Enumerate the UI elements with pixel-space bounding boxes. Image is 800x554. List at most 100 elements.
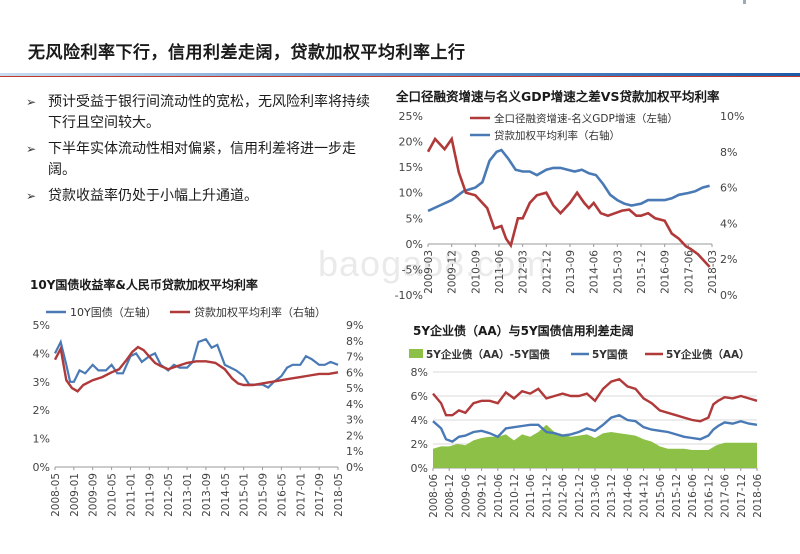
x-tick-label: 2010-12 — [509, 474, 521, 518]
y-right-tick-label: 5% — [346, 382, 363, 395]
corner-mark — [743, 0, 746, 4]
x-tick-label: 2012-03 — [518, 250, 530, 294]
y-left-tick-label: 2% — [411, 438, 428, 451]
x-tick-label: 2016-06 — [687, 474, 699, 518]
x-tick-label: 2009-03 — [423, 250, 435, 294]
series-5y-corporate-line — [432, 377, 758, 423]
x-tick-label: 2014-05 — [220, 473, 232, 517]
x-tick-label: 2015-09 — [258, 473, 270, 517]
x-tick-label: 2012-06 — [558, 474, 570, 518]
x-tick-label: 2009-01 — [69, 473, 81, 517]
x-tick-label: 2013-06 — [590, 474, 602, 518]
x-tick-label: 2011-01 — [125, 473, 137, 517]
bullet-item: ➢ 预计受益于银行间流动性的宽松，无风险利率将持续下行且空间较大。 — [26, 94, 370, 131]
arrow-bullet-icon: ➢ — [26, 95, 37, 109]
chart-yield10y: 10Y国债收益率&人民币贷款加权平均利率 5% 4% 3% 2% 1% 0% 9% 8% 7% 6%… — [30, 277, 363, 517]
y-left-tick-label: 5% — [406, 212, 423, 225]
x-tick-label: 2015-06 — [655, 474, 667, 518]
y-left-tick-label: -10% — [395, 289, 423, 302]
x-tick-label: 2017-06 — [720, 474, 732, 518]
y-left-tick-label: -5% — [402, 263, 423, 276]
chart-title: 5Y企业债（AA）与5Y国债信用利差走阔 — [413, 323, 634, 338]
x-tick-label: 2010-09 — [470, 250, 482, 294]
title-rule — [0, 73, 800, 77]
bullet-item: ➢ 下半年实体流动性相对偏紧，信用利差将进一步走阔。 — [26, 141, 356, 178]
y-right-tick-label: 4% — [346, 398, 363, 411]
x-tick-label: 2016-09 — [660, 250, 672, 294]
y-right-tick-label: 3% — [346, 414, 363, 427]
x-tick-label: 2015-03 — [612, 250, 624, 294]
y-right-tick-label: 10% — [720, 110, 744, 123]
series-10y-yield-line — [54, 337, 339, 389]
y-left-tick-label: 5% — [33, 319, 50, 332]
y-left-tick-label: 1% — [33, 433, 50, 446]
x-tick-label: 2010-05 — [107, 473, 119, 517]
x-tick-label: 2008-12 — [444, 474, 456, 518]
x-tick-label: 2012-12 — [541, 250, 553, 294]
x-tick-label: 2017-09 — [314, 473, 326, 517]
x-tick-label: 2008-05 — [50, 473, 62, 517]
x-tick-label: 2012-05 — [163, 473, 175, 517]
series-loan-rate-line — [427, 148, 710, 213]
legend-label: 贷款加权平均利率（右轴） — [194, 305, 326, 319]
x-tick-label: 2017-12 — [736, 474, 748, 518]
x-tick-label: 2011-06 — [494, 250, 506, 294]
y-right-tick-label: 0% — [720, 289, 737, 302]
y-right-tick-label: 8% — [720, 146, 737, 159]
x-tick-label: 2009-12 — [477, 474, 489, 518]
x-tick-label: 2009-12 — [447, 250, 459, 294]
y-left-tick-label: 0% — [406, 238, 423, 251]
y-left-tick-label: 15% — [399, 161, 423, 174]
x-tick-label: 2013-12 — [606, 474, 618, 518]
y-right-tick-label: 2% — [346, 429, 363, 442]
y-left-tick-label: 8% — [411, 366, 428, 379]
chart-tsf: 全口径融资增速与名义GDP增速之差VS贷款加权平均利率 25% 20% 15% 10% 5… — [395, 89, 745, 302]
y-right-tick-label: 6% — [346, 366, 363, 379]
y-right-tick-label: 9% — [346, 319, 363, 332]
x-tick-label: 2015-12 — [636, 250, 648, 294]
series-5y-treasury-line — [432, 413, 758, 443]
x-tick-label: 2011-06 — [525, 474, 537, 518]
series-tsf-gap-line — [426, 135, 711, 268]
y-right-tick-label: 4% — [720, 217, 737, 230]
x-tick-label: 2012-12 — [574, 474, 586, 518]
chart-credit5y: 5Y企业债（AA）与5Y国债信用利差走阔 8% 6% 4% 2% 0%2008-06 200… — [409, 323, 764, 518]
x-tick-label: 2014-12 — [639, 474, 651, 518]
y-right-tick-label: 7% — [346, 351, 363, 364]
y-right-tick-label: 8% — [346, 335, 363, 348]
y-right-tick-label: 2% — [720, 253, 737, 266]
legend-label: 5Y企业债（AA）-5Y国债 — [426, 348, 550, 361]
chart-title: 全口径融资增速与名义GDP增速之差VS贷款加权平均利率 — [395, 89, 720, 104]
legend-label: 5Y国债 — [592, 348, 628, 361]
x-tick-label: 2017-06 — [683, 250, 695, 294]
legend-swatch — [409, 349, 423, 358]
y-left-tick-label: 4% — [411, 414, 428, 427]
series-spread-area — [433, 424, 757, 468]
y-left-tick-label: 2% — [33, 404, 50, 417]
chart-title: 10Y国债收益率&人民币贷款加权平均利率 — [30, 277, 258, 292]
y-left-tick-label: 0% — [411, 462, 428, 475]
legend-label: 贷款加权平均利率（右轴） — [494, 129, 620, 142]
watermark: baogao8.com — [318, 243, 548, 284]
bullet-item: ➢ 贷款收益率仍处于小幅上升通道。 — [24, 186, 379, 207]
x-tick-label: 2009-09 — [88, 473, 100, 517]
y-left-tick-label: 20% — [399, 136, 423, 149]
x-tick-label: 2011-09 — [144, 473, 156, 517]
x-tick-label: 2016-12 — [703, 474, 715, 518]
x-tick-label: 2018-05 — [333, 473, 345, 517]
y-right-tick-label: 1% — [346, 445, 363, 458]
x-tick-label: 2018-03 — [707, 250, 719, 294]
x-tick-label: 2009-06 — [460, 474, 472, 518]
x-tick-label: 2014-06 — [622, 474, 634, 518]
x-tick-label: 2011-12 — [541, 474, 553, 518]
y-left-tick-label: 3% — [33, 376, 50, 389]
x-tick-label: 2016-05 — [276, 473, 288, 517]
y-left-tick-label: 6% — [411, 390, 428, 403]
legend-label: 10Y国债（左轴） — [70, 305, 157, 319]
y-left-tick-label: 0% — [33, 461, 50, 474]
series-loan-rate-line — [53, 345, 339, 393]
y-left-tick-label: 25% — [399, 110, 423, 123]
x-tick-label: 2017-01 — [295, 473, 307, 517]
x-tick-label: 2010-06 — [493, 474, 505, 518]
y-left-tick-label: 10% — [399, 187, 423, 200]
